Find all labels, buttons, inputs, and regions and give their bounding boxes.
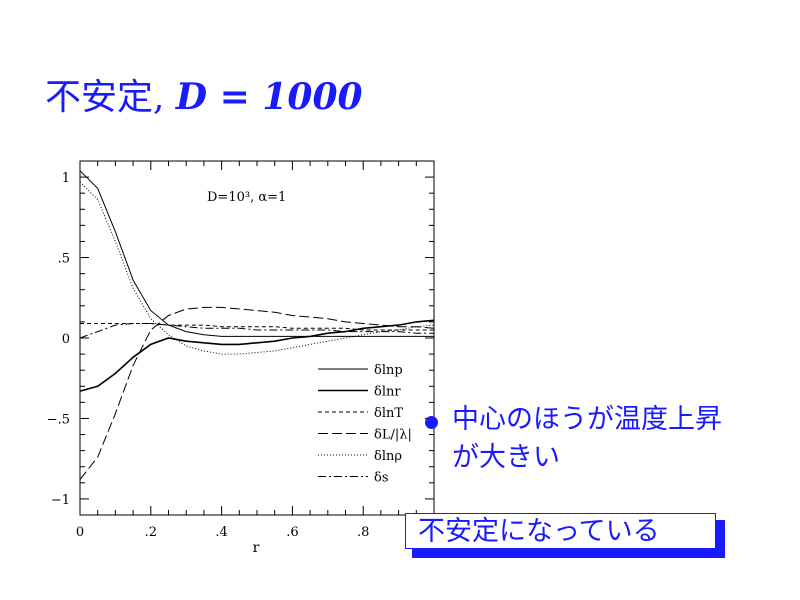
y-tick-label: −.5 (47, 412, 70, 427)
y-tick-label: 0 (62, 332, 70, 347)
x-tick-label: .4 (215, 525, 227, 540)
x-tick-label: 0 (76, 525, 84, 540)
series-line-6 (79, 323, 434, 339)
conclusion-box: 不安定になっている (405, 513, 716, 549)
series-lines (79, 170, 435, 480)
y-tick-label: 1 (62, 171, 70, 186)
legend-label: δlnT (374, 406, 403, 421)
series-line-2 (79, 319, 435, 392)
y-tick-label: .5 (58, 252, 70, 267)
title-prefix: 不安定, (45, 77, 176, 118)
x-axis-label: r (253, 540, 260, 556)
legend-label: δlnp (374, 363, 403, 378)
x-tick-label: .6 (286, 525, 298, 540)
legend-label: δlnr (374, 385, 401, 400)
y-tick-label: −1 (51, 493, 70, 508)
series-line-3 (80, 323, 434, 331)
series-line-4 (79, 306, 435, 480)
series-line-1 (79, 170, 434, 337)
bullet-text: 中心のほうが温度上昇が大きい (452, 404, 722, 473)
title-formula: D = 1000 (175, 76, 363, 118)
y-tick-labels: 1 .5 0 −.5 −1 (47, 171, 70, 508)
page-title: 不安定, D = 1000 (45, 68, 363, 120)
bullet-icon (425, 416, 438, 429)
x-tick-labels: 0 .2 .4 .6 .8 (76, 525, 370, 540)
legend-label: δL/|λ| (374, 428, 412, 443)
x-tick-label: .2 (145, 525, 157, 540)
legend-label: δs (374, 471, 389, 486)
chart-legend: δlnp δlnr δlnT δL/|λ| δlnρ δs (318, 363, 412, 486)
series-line-5 (79, 181, 435, 355)
x-tick-label: .8 (357, 525, 369, 540)
chart-annotation: D=10³, α=1 (207, 190, 286, 205)
legend-label: δlnρ (374, 449, 402, 464)
